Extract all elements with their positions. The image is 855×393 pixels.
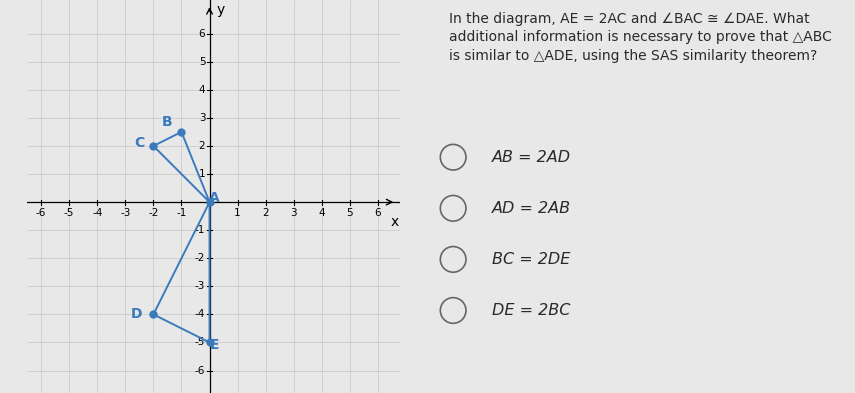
Text: -5: -5 (195, 338, 205, 347)
Text: In the diagram, AE = 2AC and ∠BAC ≅ ∠DAE. What
additional information is necessa: In the diagram, AE = 2AC and ∠BAC ≅ ∠DAE… (449, 12, 832, 62)
Text: -4: -4 (195, 309, 205, 320)
Text: AD = 2AB: AD = 2AB (492, 201, 571, 216)
Text: E: E (209, 338, 220, 352)
Text: C: C (134, 136, 144, 150)
Text: B: B (162, 115, 173, 129)
Text: 5: 5 (198, 57, 205, 67)
Text: 6: 6 (374, 208, 381, 218)
Text: -1: -1 (176, 208, 186, 218)
Text: -3: -3 (121, 208, 131, 218)
Text: 1: 1 (234, 208, 241, 218)
Text: y: y (216, 3, 225, 17)
Text: 2: 2 (198, 141, 205, 151)
Text: DE = 2BC: DE = 2BC (492, 303, 570, 318)
Text: -5: -5 (64, 208, 74, 218)
Text: 5: 5 (346, 208, 353, 218)
Text: 6: 6 (198, 29, 205, 39)
Text: -4: -4 (92, 208, 103, 218)
Text: -6: -6 (195, 365, 205, 376)
Text: -6: -6 (36, 208, 46, 218)
Text: 1: 1 (198, 169, 205, 179)
Text: 4: 4 (198, 85, 205, 95)
Text: BC = 2DE: BC = 2DE (492, 252, 570, 267)
Text: -2: -2 (148, 208, 158, 218)
Text: 4: 4 (319, 208, 325, 218)
Text: -3: -3 (195, 281, 205, 291)
Text: x: x (391, 215, 399, 229)
Text: A: A (209, 191, 220, 205)
Text: AB = 2AD: AB = 2AD (492, 150, 571, 165)
Text: D: D (131, 307, 142, 321)
Text: 3: 3 (291, 208, 297, 218)
Text: -2: -2 (195, 253, 205, 263)
Text: 3: 3 (198, 113, 205, 123)
Text: 2: 2 (262, 208, 269, 218)
Text: -1: -1 (195, 225, 205, 235)
